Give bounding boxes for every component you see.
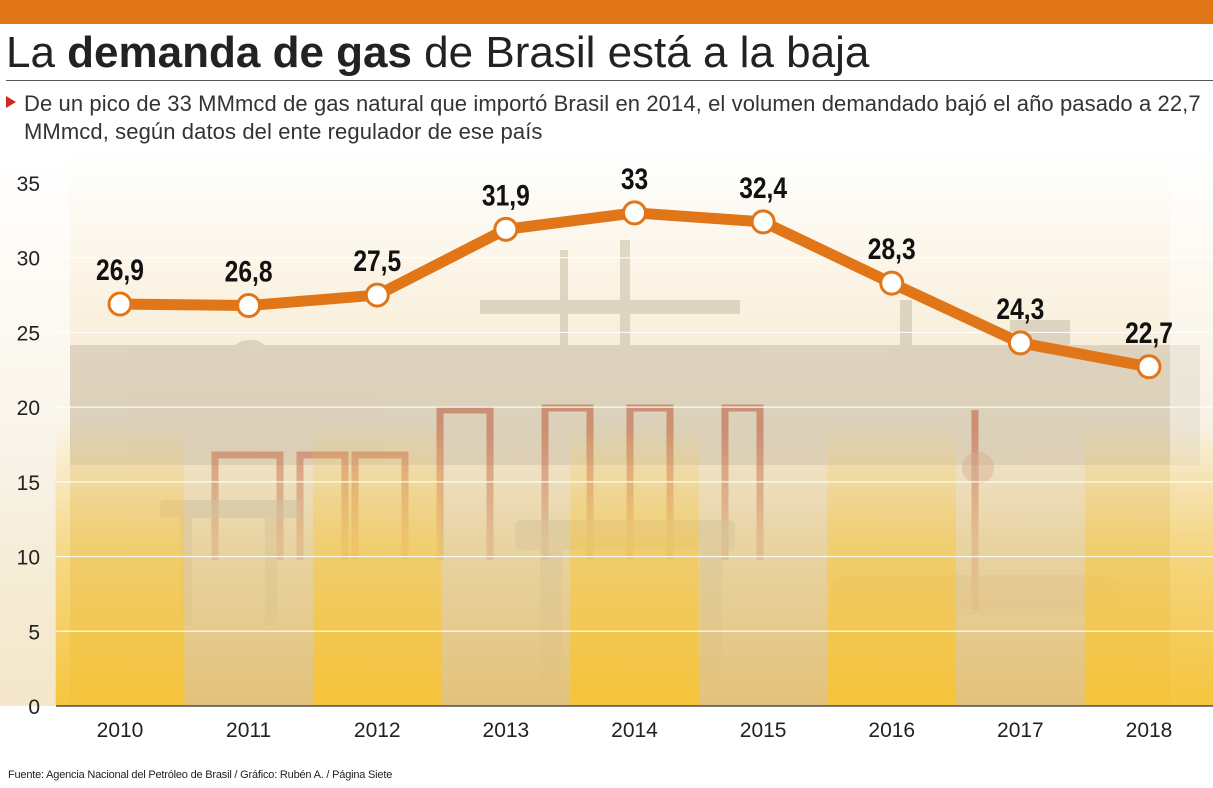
x-tick-label: 2011: [226, 719, 271, 742]
data-point-2011: [236, 293, 262, 319]
title-divider: [6, 80, 1213, 81]
data-point-2014: [622, 200, 647, 226]
year-band-2010: [55, 420, 185, 706]
year-bands: [55, 420, 1213, 706]
data-point-2012: [364, 282, 390, 308]
x-axis-ticks: 2010 2011 2012 2013 2014 2015 2016 2017 2018: [97, 719, 1173, 742]
x-tick-label: 2010: [97, 719, 144, 742]
data-label-2015: 32,4: [739, 171, 788, 205]
x-tick-label: 2018: [1126, 719, 1173, 742]
data-label-2017: 24,3: [996, 292, 1044, 326]
x-tick-label: 2012: [354, 719, 401, 742]
y-tick-label: 5: [28, 621, 40, 644]
title-prefix: La: [6, 28, 68, 77]
y-tick-label: 20: [17, 397, 40, 420]
page-title: La demanda de gas de Brasil está a la ba…: [6, 28, 869, 78]
x-tick-label: 2016: [868, 719, 915, 742]
x-tick-label: 2017: [997, 719, 1044, 742]
data-label-2014: 33: [621, 162, 648, 196]
data-label-2016: 28,3: [868, 232, 916, 266]
year-band-2018: [1084, 420, 1213, 706]
data-point-2018: [1136, 354, 1162, 380]
source-note: Fuente: Agencia Nacional del Petróleo de…: [8, 769, 393, 781]
data-point-2016: [879, 270, 905, 296]
data-points: [107, 200, 1162, 380]
series-line: [114, 207, 1155, 373]
data-point-2010: [107, 291, 133, 317]
title-suffix: de Brasil está a la baja: [411, 28, 870, 77]
data-label-2018: 22,7: [1125, 315, 1173, 349]
y-tick-label: 25: [17, 322, 40, 345]
x-tick-label: 2015: [740, 719, 787, 742]
data-label-2012: 27,5: [353, 244, 401, 278]
year-band-2014: [570, 420, 699, 706]
year-band-2016: [827, 420, 957, 706]
data-label-2013: 31,9: [482, 178, 530, 212]
data-point-2013: [493, 216, 519, 242]
top-accent-bar: [0, 0, 1213, 24]
data-label-2011: 26,8: [225, 254, 273, 288]
gridlines: [56, 182, 1213, 632]
y-axis-ticks: 0 5 10 15 20 25 30 35: [17, 173, 40, 719]
y-tick-label: 15: [17, 472, 40, 495]
x-tick-label: 2014: [611, 719, 658, 742]
y-tick-label: 35: [17, 173, 40, 196]
data-labels: 26,9 26,8 27,5 31,9 33 32,4 28,3 24,3 22,7: [96, 162, 1173, 350]
data-point-2015: [750, 209, 776, 235]
year-band-2012: [312, 420, 442, 706]
y-tick-label: 30: [17, 248, 40, 271]
bullet-arrow-icon: [6, 96, 16, 108]
y-tick-label: 10: [17, 547, 40, 570]
title-bold: demanda de gas: [67, 28, 412, 77]
data-point-2017: [1007, 330, 1033, 356]
x-tick-label: 2013: [483, 719, 530, 742]
data-label-2010: 26,9: [96, 253, 144, 287]
subtitle: De un pico de 33 MMmcd de gas natural qu…: [24, 91, 1201, 144]
y-tick-label: 0: [28, 696, 40, 719]
